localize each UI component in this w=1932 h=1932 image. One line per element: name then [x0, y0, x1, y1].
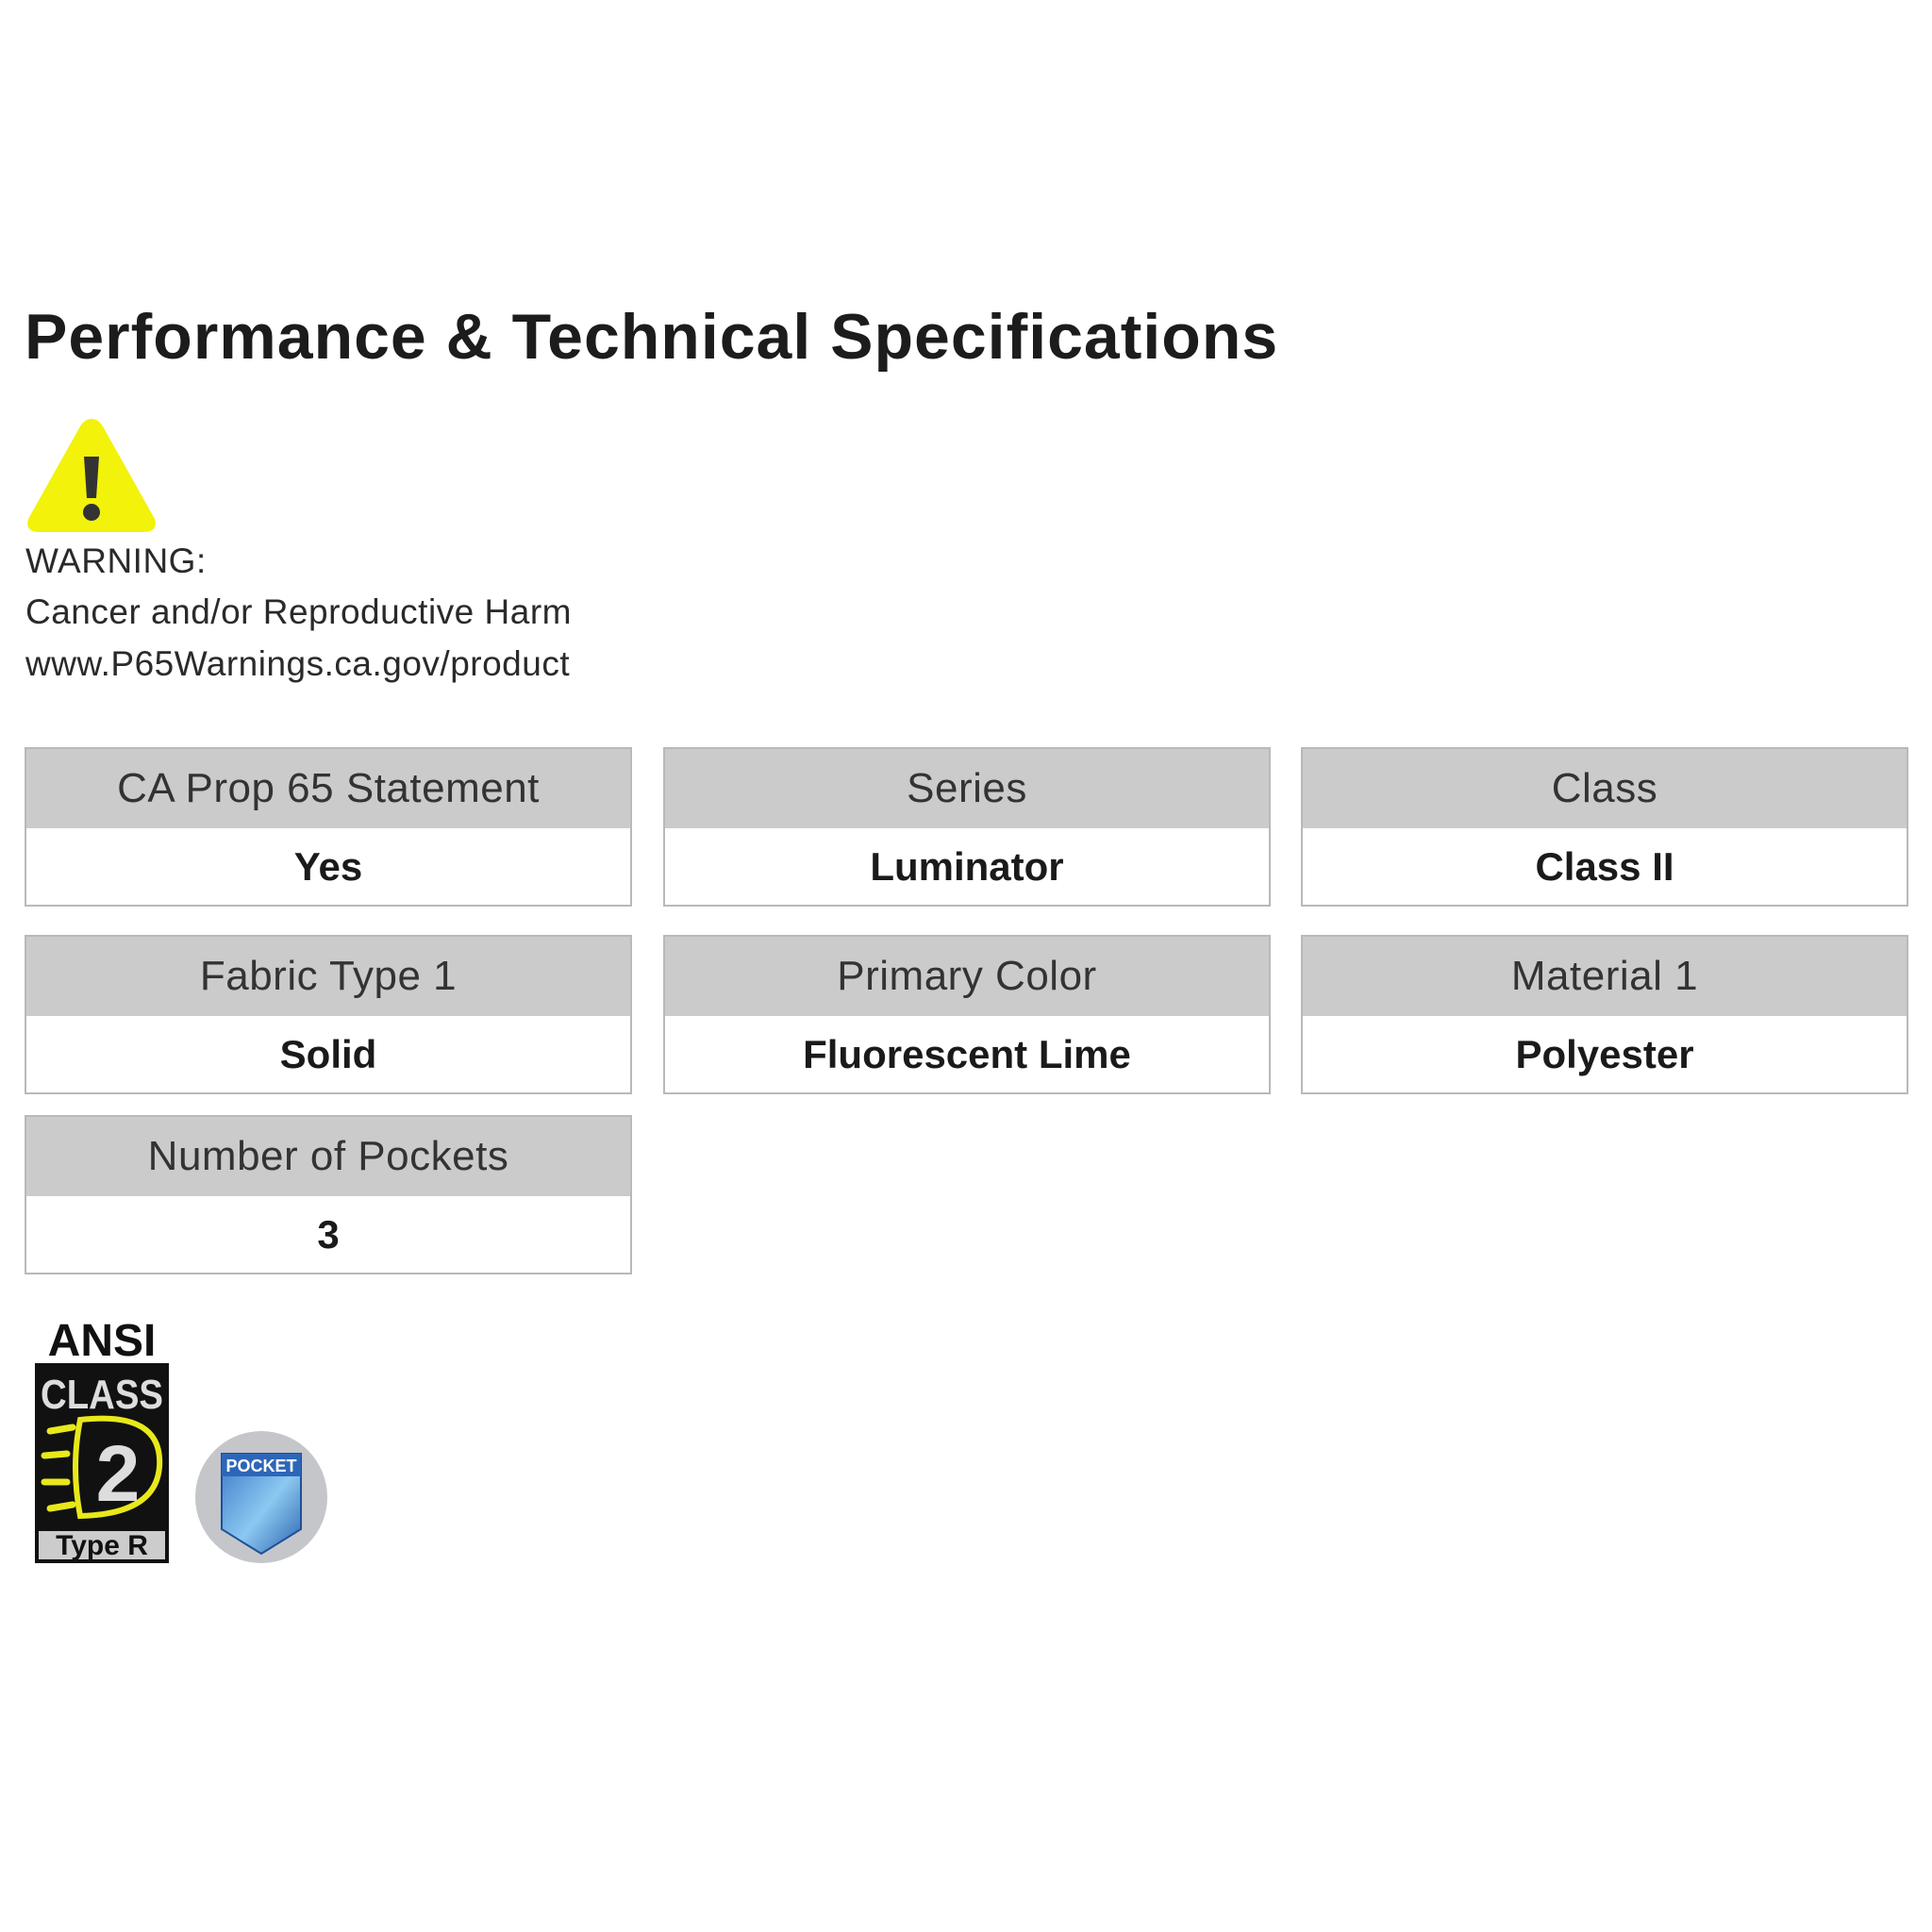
spec-card-ca-prop-65: CA Prop 65 Statement Yes — [25, 747, 632, 907]
spec-value: Yes — [293, 843, 363, 889]
spec-label: Material 1 — [1303, 937, 1907, 1016]
spec-value: 3 — [317, 1211, 340, 1257]
spec-card-material: Material 1 Polyester — [1301, 935, 1908, 1094]
svg-text:POCKET: POCKET — [225, 1457, 296, 1475]
spec-label: Number of Pockets — [26, 1117, 630, 1196]
spec-value: Luminator — [870, 843, 1064, 889]
spec-card-pockets: Number of Pockets 3 — [25, 1115, 632, 1274]
spec-label: Series — [665, 749, 1269, 828]
spec-label: Primary Color — [665, 937, 1269, 1016]
spec-card-fabric-type: Fabric Type 1 Solid — [25, 935, 632, 1094]
warning-triangle-icon — [27, 419, 156, 532]
spec-value: Class II — [1535, 843, 1674, 889]
pocket-badge-icon: POCKET — [195, 1431, 327, 1563]
page-title: Performance & Technical Specifications — [25, 301, 1279, 373]
warning-message: Cancer and/or Reproductive Harm — [25, 592, 572, 631]
warning-label: WARNING: — [25, 541, 207, 580]
warning-url[interactable]: www.P65Warnings.ca.gov/product — [25, 644, 571, 683]
spec-value: Polyester — [1515, 1031, 1694, 1076]
spec-card-series: Series Luminator — [663, 747, 1271, 907]
spec-label: CA Prop 65 Statement — [26, 749, 630, 828]
svg-text:ANSI: ANSI — [48, 1316, 157, 1366]
svg-text:2: 2 — [96, 1429, 141, 1518]
spec-label: Class — [1303, 749, 1907, 828]
svg-text:CLASS: CLASS — [41, 1372, 163, 1418]
svg-text:Type R: Type R — [56, 1530, 148, 1561]
spec-label: Fabric Type 1 — [26, 937, 630, 1016]
spec-card-class: Class Class II — [1301, 747, 1908, 907]
spec-value: Solid — [279, 1031, 377, 1076]
spec-card-primary-color: Primary Color Fluorescent Lime — [663, 935, 1271, 1094]
spec-value: Fluorescent Lime — [803, 1031, 1131, 1076]
ansi-class-2-type-r-badge: ANSI CLASS 2 Type R — [35, 1316, 169, 1563]
